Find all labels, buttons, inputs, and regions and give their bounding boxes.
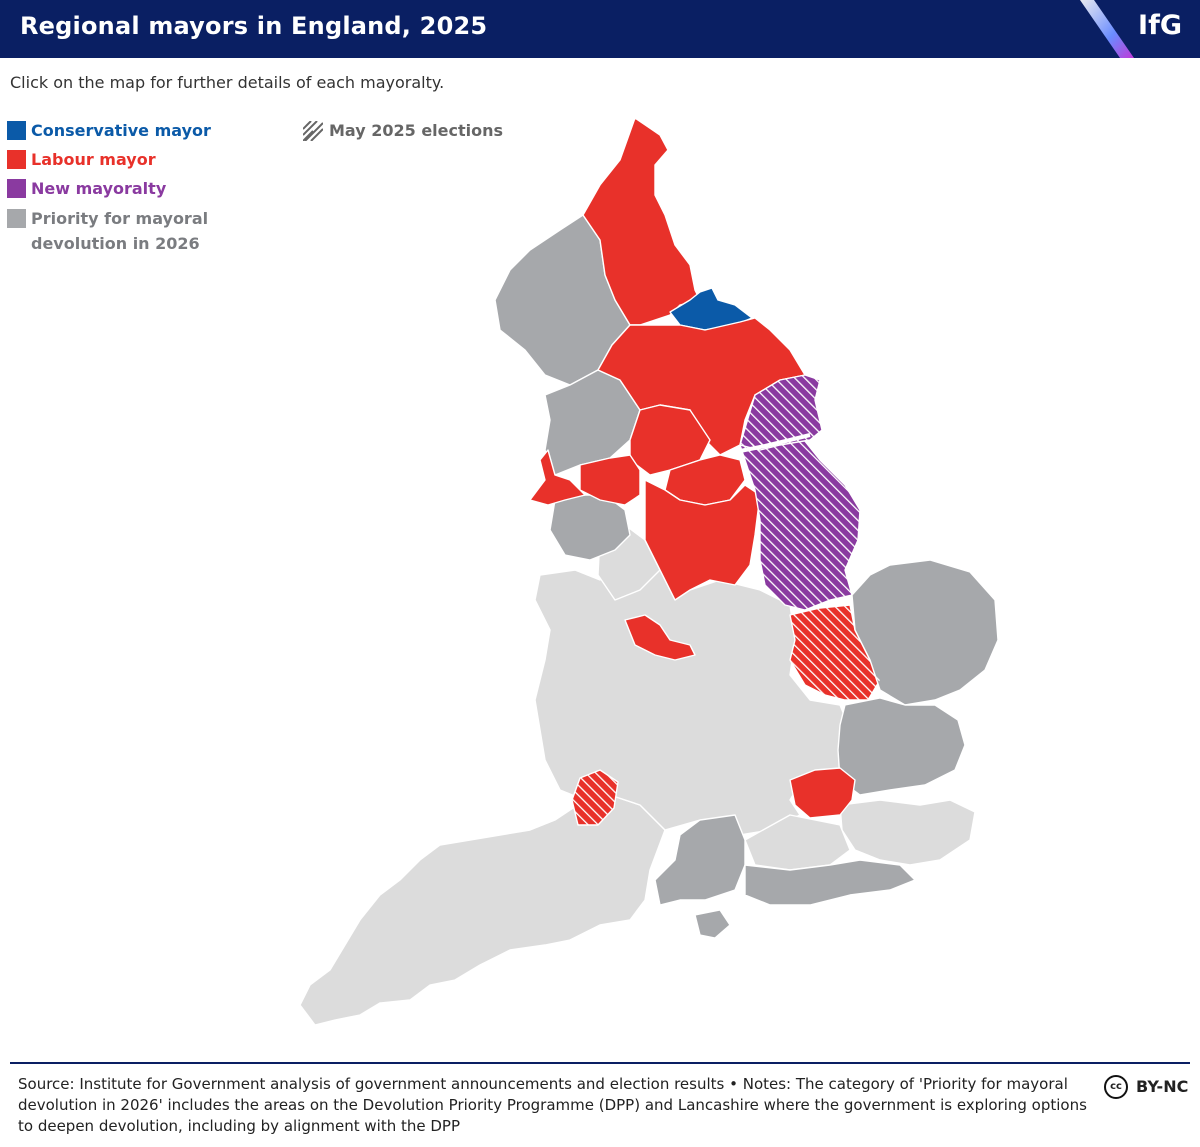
map-region-priority-hampshire[interactable] [654, 814, 746, 906]
creative-commons-icon: cc [1104, 1075, 1128, 1099]
logo-swoosh-icon [1080, 0, 1134, 58]
legend-label-conservative: Conservative mayor [31, 121, 211, 140]
humber-estuary [734, 433, 811, 454]
map-instruction: Click on the map for further details of … [10, 73, 445, 92]
hatch-pattern-icon [303, 121, 323, 141]
page-title: Regional mayors in England, 2025 [20, 12, 488, 40]
map-region-other-south-west[interactable] [299, 794, 666, 1026]
map-region-other-surrey[interactable] [744, 814, 851, 871]
header-bar: Regional mayors in England, 2025 IfG [0, 0, 1200, 58]
legend-label-priority-line2: devolution in 2026 [31, 234, 200, 253]
legend-label-new-mayoralty: New mayoralty [31, 179, 167, 198]
map-region-labour-north-yorkshire[interactable] [597, 317, 806, 456]
map-region-labour-west-midlands[interactable] [624, 614, 696, 661]
hatch-overlay-hull-east-yorkshire [740, 375, 822, 450]
hatch-overlay-greater-lincolnshire [740, 435, 860, 610]
map-region-priority-sussex[interactable] [744, 859, 916, 906]
map-region-other-kent[interactable] [839, 799, 976, 866]
map-region-labour-east-midlands[interactable] [644, 479, 761, 601]
legend-swatch-new-mayoralty [7, 179, 26, 198]
map-region-labour-north-east[interactable] [582, 117, 701, 326]
hatch-overlay-west-of-england [572, 770, 618, 825]
england-map[interactable] [0, 0, 1200, 1060]
ifg-logo[interactable]: IfG [1138, 10, 1182, 41]
legend-label-labour: Labour mayor [31, 150, 156, 169]
source-notes: Source: Institute for Government analysi… [18, 1075, 1087, 1135]
legend-label-may-2025: May 2025 elections [329, 121, 504, 140]
legend-swatch-conservative [7, 121, 26, 140]
map-region-priority-essex[interactable] [837, 697, 966, 796]
license-label: BY-NC [1136, 1077, 1189, 1096]
map-region-labour-liverpool-city-region[interactable] [529, 449, 586, 506]
hatch-overlay-cambridgeshire [790, 605, 880, 700]
map-region-priority-isle-of-wight[interactable] [694, 909, 731, 939]
footer-divider [10, 1062, 1190, 1064]
legend-swatch-labour [7, 150, 26, 169]
map-region-labour-london[interactable] [789, 767, 856, 819]
legend-label-priority: Priority for mayoral [31, 209, 209, 228]
legend-swatch-priority [7, 209, 26, 228]
map-region-labour-greater-manchester[interactable] [579, 454, 641, 506]
